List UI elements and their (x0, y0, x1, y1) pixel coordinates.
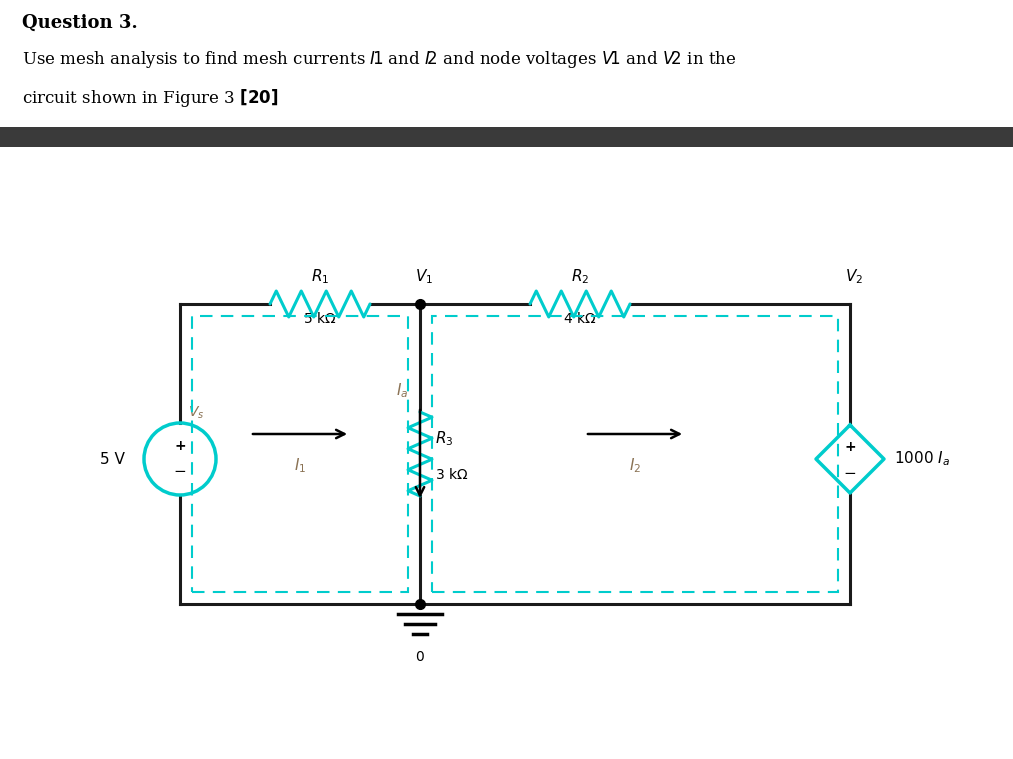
Text: 3 k$\Omega$: 3 k$\Omega$ (435, 467, 468, 481)
Text: $V_1$: $V_1$ (415, 267, 434, 286)
Text: $R_1$: $R_1$ (311, 267, 329, 286)
Text: Use mesh analysis to find mesh currents $I\!1$ and $I\!2$ and node voltages $V\!: Use mesh analysis to find mesh currents … (22, 49, 736, 70)
Text: −: − (844, 465, 856, 480)
Text: 5 k$\Omega$: 5 k$\Omega$ (303, 311, 336, 326)
Text: $I_2$: $I_2$ (629, 456, 641, 474)
Bar (432, 316, 838, 592)
Text: $I_a$: $I_a$ (396, 381, 408, 400)
Text: 0: 0 (415, 650, 424, 664)
Text: +: + (844, 440, 856, 454)
Text: −: − (173, 465, 186, 480)
Text: $I_1$: $I_1$ (294, 456, 306, 474)
Text: $V_2$: $V_2$ (845, 267, 863, 286)
Text: 5 V: 5 V (100, 452, 125, 467)
Text: $V_s$: $V_s$ (188, 405, 205, 421)
Text: 4 k$\Omega$: 4 k$\Omega$ (563, 311, 597, 326)
Text: $R_3$: $R_3$ (435, 430, 454, 449)
Bar (192, 316, 408, 592)
Bar (0, 127, 1013, 147)
Text: Question 3.: Question 3. (22, 14, 138, 32)
Text: +: + (174, 439, 185, 453)
Text: circuit shown in Figure 3 $\mathbf{[20]}$: circuit shown in Figure 3 $\mathbf{[20]}… (22, 87, 279, 109)
Text: $R_2$: $R_2$ (571, 267, 590, 286)
Text: 1000 $I_a$: 1000 $I_a$ (894, 449, 950, 468)
